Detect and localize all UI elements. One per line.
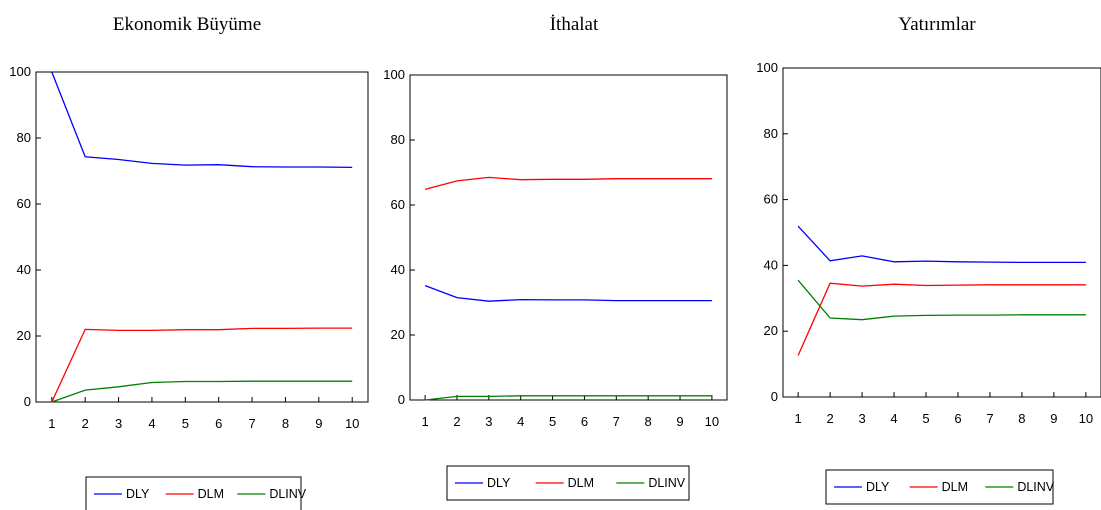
x-tick-label: 1 <box>421 414 428 429</box>
series-line-dlinv <box>797 279 1086 321</box>
legend-label-dlm: DLM <box>198 487 224 501</box>
legend-frame <box>446 465 690 501</box>
plot-frame <box>35 71 369 403</box>
x-tick-label: 7 <box>248 416 255 431</box>
chart-title: Ekonomik Büyüme <box>113 14 261 35</box>
y-tick-label: 40 <box>764 257 778 272</box>
chart-title: İthalat <box>550 14 599 35</box>
y-tick-label: 80 <box>17 130 31 145</box>
legend: DLY DLM DLINV <box>825 469 1055 505</box>
x-tick-label: 7 <box>986 411 993 426</box>
x-tick-label: 5 <box>182 416 189 431</box>
y-tick-label: 100 <box>383 67 405 82</box>
x-tick-label: 3 <box>485 414 492 429</box>
series-line-dly <box>51 71 353 169</box>
series-line-dlm <box>424 176 712 191</box>
x-tick-label: 9 <box>315 416 322 431</box>
x-tick-label: 4 <box>148 416 155 431</box>
x-tick-label: 3 <box>115 416 122 431</box>
series-line-dlm <box>51 327 353 403</box>
legend-label-dlinv: DLINV <box>648 476 685 490</box>
y-tick-label: 20 <box>764 323 778 338</box>
series-line-dly <box>797 225 1086 264</box>
series-line-dlm <box>797 282 1086 356</box>
plot-frame <box>782 67 1101 398</box>
legend-label-dlm: DLM <box>568 476 594 490</box>
x-tick-label: 8 <box>645 414 652 429</box>
series-line-dlinv <box>51 380 353 403</box>
y-tick-label: 100 <box>756 60 778 75</box>
x-tick-label: 7 <box>613 414 620 429</box>
chart-panel-2: İthalat 0 20 40 60 80 100 1 2 3 4 5 6 7 8 9 10 DLY DLM DLIN… <box>383 14 728 501</box>
x-tick-label: 2 <box>826 411 833 426</box>
legend-label-dlinv: DLINV <box>1017 480 1054 494</box>
legend-label-dly: DLY <box>487 476 511 490</box>
legend-label-dly: DLY <box>866 480 890 494</box>
x-tick-label: 2 <box>82 416 89 431</box>
x-tick-label: 4 <box>890 411 897 426</box>
x-tick-label: 10 <box>345 416 359 431</box>
chart-title: Yatırımlar <box>898 14 976 35</box>
legend: DLY DLM DLINV <box>446 465 690 501</box>
y-tick-label: 20 <box>17 328 31 343</box>
y-tick-label: 40 <box>391 262 405 277</box>
x-tick-label: 9 <box>1050 411 1057 426</box>
y-tick-label: 60 <box>17 196 31 211</box>
x-tick-label: 6 <box>215 416 222 431</box>
y-tick-label: 80 <box>764 126 778 141</box>
y-tick-label: 60 <box>764 192 778 207</box>
x-tick-label: 1 <box>48 416 55 431</box>
x-tick-label: 5 <box>922 411 929 426</box>
x-tick-label: 8 <box>282 416 289 431</box>
chart-panel-1: Ekonomik Büyüme 0 20 40 60 80 100 1 2 3 4 5 6 7 8 9 10 DL… <box>9 14 369 510</box>
y-tick-label: 20 <box>391 327 405 342</box>
y-tick-label: 100 <box>9 64 31 79</box>
plot-frame <box>409 74 728 401</box>
x-tick-label: 10 <box>1079 411 1093 426</box>
x-tick-label: 6 <box>954 411 961 426</box>
series-line-dly <box>424 284 712 302</box>
y-tick-label: 40 <box>17 262 31 277</box>
x-tick-label: 9 <box>676 414 683 429</box>
legend-frame <box>825 469 1054 505</box>
legend-label-dlinv: DLINV <box>269 487 306 501</box>
y-tick-label: 60 <box>391 197 405 212</box>
legend: DLY DLM DLINV <box>85 476 307 510</box>
x-tick-label: 5 <box>549 414 556 429</box>
y-tick-label: 80 <box>391 132 405 147</box>
y-tick-label: 0 <box>398 392 405 407</box>
x-tick-label: 6 <box>581 414 588 429</box>
x-tick-label: 4 <box>517 414 524 429</box>
x-tick-label: 8 <box>1018 411 1025 426</box>
legend-label-dlm: DLM <box>942 480 968 494</box>
y-tick-label: 0 <box>24 394 31 409</box>
legend-label-dly: DLY <box>126 487 150 501</box>
x-tick-label: 1 <box>795 411 802 426</box>
x-tick-label: 2 <box>453 414 460 429</box>
y-tick-label: 0 <box>771 389 778 404</box>
series-line-dlinv <box>425 395 712 401</box>
x-tick-label: 3 <box>858 411 865 426</box>
x-tick-label: 10 <box>705 414 719 429</box>
